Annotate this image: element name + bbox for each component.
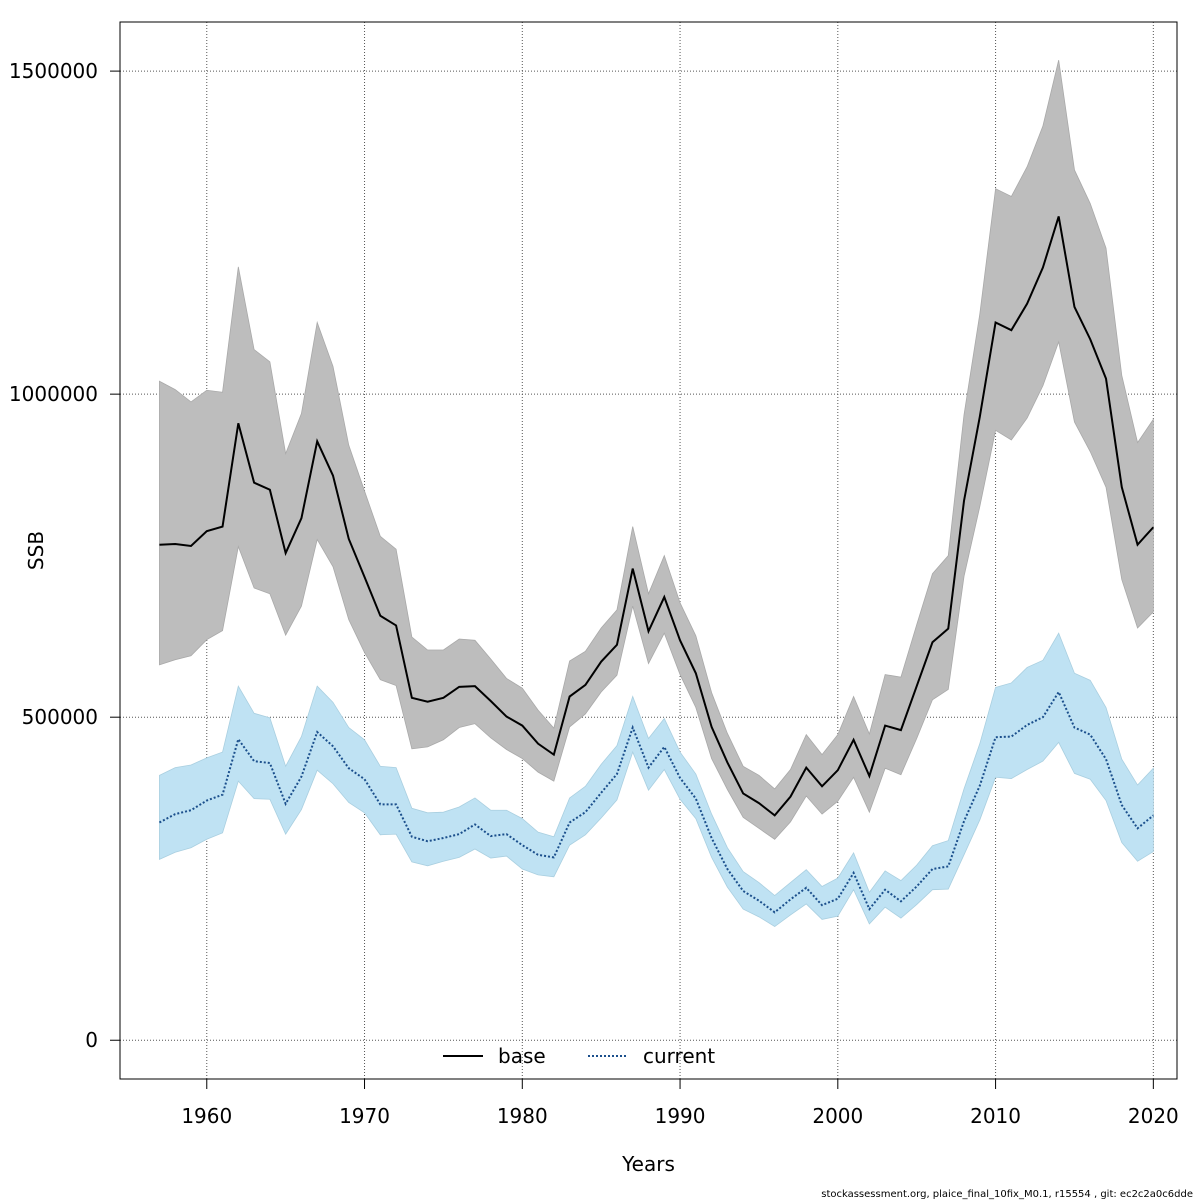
x-tick-label: 1990 xyxy=(655,1104,706,1128)
y-tick-label: 1000000 xyxy=(9,382,98,406)
y-tick-label: 0 xyxy=(85,1028,98,1052)
series-lines xyxy=(158,216,1155,914)
x-axis-title: Years xyxy=(621,1152,675,1176)
legend-label-base: base xyxy=(498,1044,546,1068)
legend-label-current: current xyxy=(643,1044,715,1068)
footer-caption: stockassessment.org, plaice_final_10fix_… xyxy=(821,1189,1193,1200)
legend: base current xyxy=(443,1044,715,1068)
x-tick-label: 2020 xyxy=(1128,1104,1179,1128)
x-tick-label: 2010 xyxy=(970,1104,1021,1128)
confidence-band-current xyxy=(159,632,1154,928)
series-line-current xyxy=(158,689,1154,914)
y-tick-label: 500000 xyxy=(22,705,98,729)
x-tick-label: 1980 xyxy=(497,1104,548,1128)
x-axis: 1960 1970 1980 1990 2000 2010 2020 xyxy=(181,1079,1179,1128)
confidence-band-base xyxy=(159,60,1154,840)
x-tick-label: 1960 xyxy=(181,1104,232,1128)
y-axis: 0 500000 1000000 1500000 xyxy=(9,59,120,1052)
confidence-bands xyxy=(159,60,1154,928)
y-tick-label: 1500000 xyxy=(9,59,98,83)
x-tick-label: 2000 xyxy=(812,1104,863,1128)
series-line-base xyxy=(159,216,1155,817)
plot-frame xyxy=(119,21,1178,1080)
x-tick-label: 1970 xyxy=(339,1104,390,1128)
y-axis-title: SSB xyxy=(24,531,48,570)
